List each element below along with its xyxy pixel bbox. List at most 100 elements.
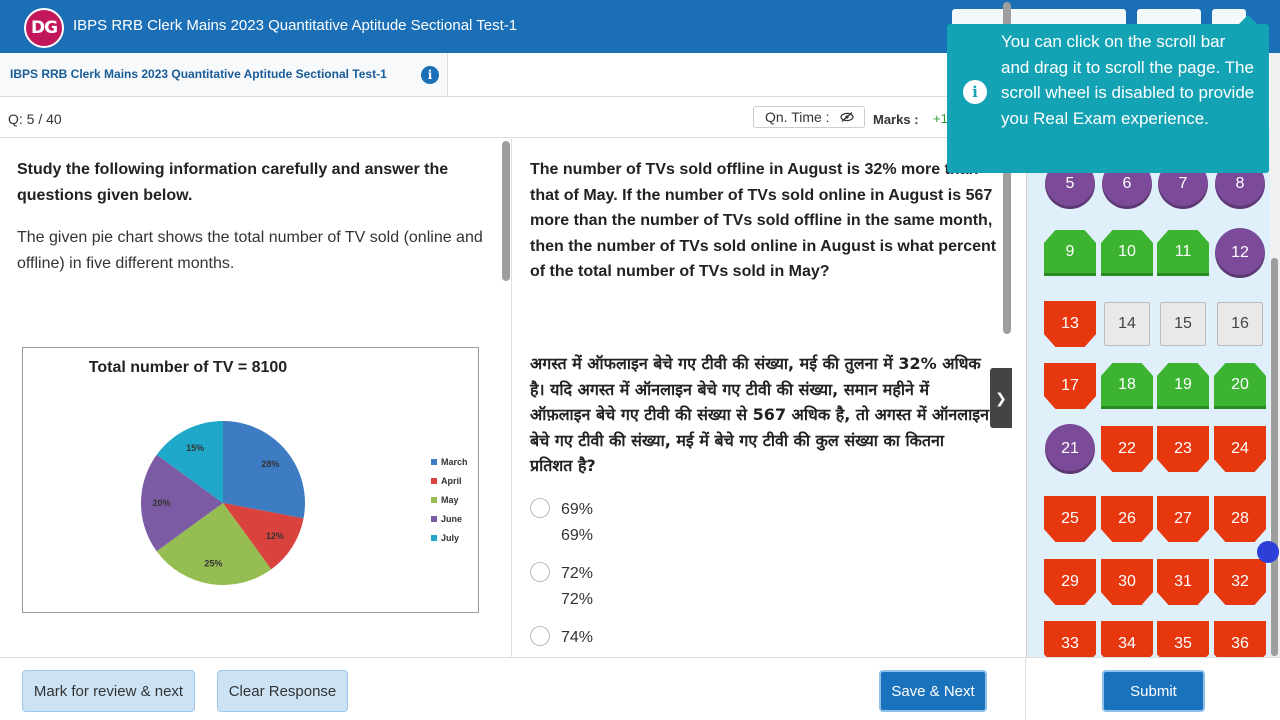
collapse-palette-button[interactable]: ❯ [990,368,1012,428]
palette-question-11[interactable]: 11 [1157,230,1209,276]
palette-question-17[interactable]: 17 [1044,363,1096,409]
pie-slice-march [223,421,305,519]
tooltip-arrow [1239,15,1257,24]
pie-svg: 28% 12% 25% 20% 15% [141,421,305,585]
bottom-action-bar: Mark for review & next Clear Response Sa… [0,657,1280,720]
clear-response-button[interactable]: Clear Response [217,670,348,712]
legend-label: July [441,532,460,543]
passage-scrollbar[interactable] [502,141,510,281]
pie-data-label: 28% [261,459,279,469]
legend-label: June [441,513,463,524]
legend-swatch [431,477,437,484]
option-radio[interactable] [530,626,550,646]
palette-scrollbar-thumb[interactable] [1271,258,1278,656]
eye-slash-icon [840,112,854,122]
palette-question-22[interactable]: 22 [1101,426,1153,472]
option-label: 74% [561,629,594,646]
palette-question-29[interactable]: 29 [1044,559,1096,605]
legend-swatch [431,458,437,465]
option-3[interactable]: 74% [530,626,730,656]
palette-question-30[interactable]: 30 [1101,559,1153,605]
palette-question-23[interactable]: 23 [1157,426,1209,472]
option-1[interactable]: 69% 69% [530,498,730,548]
question-text-english: The number of TVs sold offline in August… [530,161,997,280]
palette-question-28[interactable]: 28 [1214,496,1266,542]
legend-label: May [441,494,459,505]
submit-button[interactable]: Submit [1102,670,1205,712]
palette-question-21[interactable]: 21 [1045,424,1095,474]
pie-chart: Total number of TV = 8100 28% 12% 25% 20% 15… [22,347,479,613]
passage-heading: Study the following information carefull… [17,161,449,204]
pie-data-label: 15% [186,443,204,453]
palette-question-12[interactable]: 12 [1215,228,1265,278]
scroll-hint-tooltip: i You can click on the scroll bar and dr… [947,15,1269,173]
question-info-bar: Q: 5 / 40 Qn. Time : Marks : +1 [0,97,1025,138]
divider [1025,658,1026,720]
option-radio[interactable] [530,498,550,518]
legend-label: April [441,475,462,486]
pie-slice-july [156,421,223,503]
question-time[interactable]: Qn. Time : [753,106,865,128]
palette-question-34[interactable]: 34 [1101,621,1153,657]
pie-slice-may [156,503,272,585]
chart-title: Total number of TV = 8100 [88,359,288,376]
section-tab[interactable]: IBPS RRB Clerk Mains 2023 Quantitative A… [0,53,448,96]
mouse-cursor-indicator [1257,541,1279,563]
question-text-hindi: अगस्त में ऑफलाइन बेचे गए टीवी की संख्या,… [530,354,989,475]
palette-question-25[interactable]: 25 [1044,496,1096,542]
legend-item: May [431,490,468,509]
option-2[interactable]: 72% 72% [530,562,730,612]
palette-question-13[interactable]: 13 [1044,301,1096,347]
info-icon: i [963,80,987,104]
question-pane: The number of TVs sold offline in August… [513,139,1025,657]
palette-question-14[interactable]: 14 [1104,302,1150,346]
pie-data-label: 25% [204,559,222,569]
palette-question-24[interactable]: 24 [1214,426,1266,472]
legend-label: March [441,456,468,467]
legend-swatch [431,515,437,522]
palette-question-33[interactable]: 33 [1044,621,1096,657]
save-next-button[interactable]: Save & Next [879,670,987,712]
palette-question-16[interactable]: 16 [1217,302,1263,346]
palette-question-18[interactable]: 18 [1101,363,1153,409]
palette-question-36[interactable]: 36 [1214,621,1266,657]
palette-question-19[interactable]: 19 [1157,363,1209,409]
legend-item: April [431,471,468,490]
pie-slice-june [141,454,223,552]
pie-data-label: 12% [266,531,284,541]
palette-question-26[interactable]: 26 [1101,496,1153,542]
legend-swatch [431,534,437,541]
question-palette: 5 6 7 8 9 10 11 12 13 14 15 16 17 18 19 20 21 22 23 24 25 26 2… [1026,130,1270,657]
question-counter: Q: 5 / 40 [8,111,62,127]
palette-question-31[interactable]: 31 [1157,559,1209,605]
marks-label: Marks : [873,112,919,127]
section-tab-label: IBPS RRB Clerk Mains 2023 Quantitative A… [10,67,387,81]
option-label: 69% [561,501,594,518]
info-icon[interactable]: i [421,66,439,84]
question-time-label: Qn. Time : [765,109,830,125]
palette-question-10[interactable]: 10 [1101,230,1153,276]
passage-text: The given pie chart shows the total numb… [17,229,483,272]
tooltip-text: You can click on the scroll bar and drag… [1001,32,1255,128]
legend-item: July [431,528,468,547]
test-title: IBPS RRB Clerk Mains 2023 Quantitative A… [73,17,518,34]
option-label-hindi: 69% [561,527,594,544]
pie-data-label: 20% [152,498,170,508]
option-radio[interactable] [530,562,550,582]
legend-item: March [431,452,468,471]
palette-question-20[interactable]: 20 [1214,363,1266,409]
mark-review-next-button[interactable]: Mark for review & next [22,670,195,712]
legend-swatch [431,496,437,503]
option-label: 72% [561,565,594,582]
palette-question-27[interactable]: 27 [1157,496,1209,542]
chart-legend: March April May June July [431,452,468,547]
palette-question-15[interactable]: 15 [1160,302,1206,346]
palette-question-35[interactable]: 35 [1157,621,1209,657]
pie-slice-april [223,503,304,570]
marks-value: +1 [933,111,948,126]
palette-question-9[interactable]: 9 [1044,230,1096,276]
app-logo: DG [24,8,64,48]
passage-pane: Study the following information carefull… [0,139,512,657]
legend-item: June [431,509,468,528]
palette-question-32[interactable]: 32 [1214,559,1266,605]
